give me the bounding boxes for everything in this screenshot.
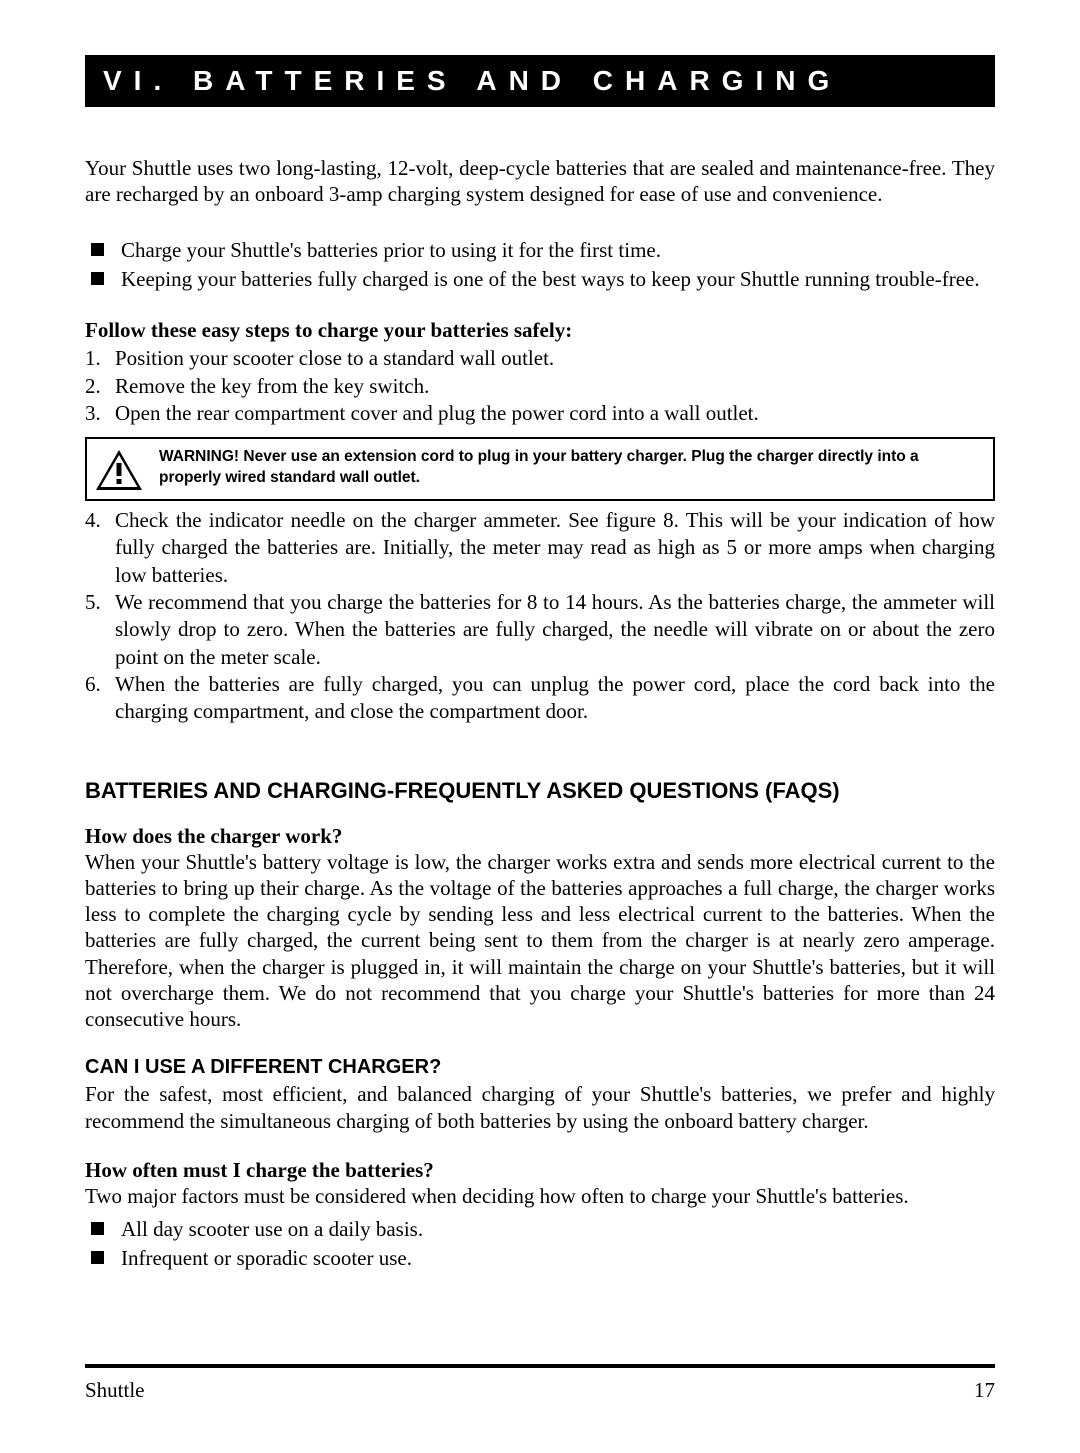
faq-question-2: CAN I USE A DIFFERENT CHARGER? [85, 1056, 995, 1079]
list-item: Keeping your batteries fully charged is … [85, 265, 995, 294]
faq-question-1: How does the charger work? [85, 824, 995, 849]
warning-triangle-icon [95, 449, 143, 491]
bullet-list-2: All day scooter use on a daily basis. In… [85, 1215, 995, 1274]
list-item: Remove the key from the key switch. [85, 373, 995, 400]
list-item: Position your scooter close to a standar… [85, 345, 995, 372]
faq-answer-3: Two major factors must be considered whe… [85, 1183, 995, 1209]
list-item: We recommend that you charge the batteri… [85, 589, 995, 671]
faq-answer-1: When your Shuttle's battery voltage is l… [85, 849, 995, 1033]
faq-header: BATTERIES AND CHARGING-FREQUENTLY ASKED … [85, 778, 995, 804]
steps-intro: Follow these easy steps to charge your b… [85, 318, 995, 343]
list-item: Check the indicator needle on the charge… [85, 507, 995, 589]
footer-rule [85, 1364, 995, 1368]
warning-box: WARNING! Never use an extension cord to … [85, 437, 995, 501]
list-item: When the batteries are fully charged, yo… [85, 671, 995, 726]
warning-text: WARNING! Never use an extension cord to … [159, 447, 981, 489]
footer-left: Shuttle [85, 1378, 145, 1403]
page-footer: Shuttle 17 [85, 1378, 995, 1403]
intro-paragraph: Your Shuttle uses two long-lasting, 12-v… [85, 155, 995, 208]
list-item: All day scooter use on a daily basis. [85, 1215, 995, 1244]
faq-answer-2: For the safest, most efficient, and bala… [85, 1081, 995, 1134]
list-item: Charge your Shuttle's batteries prior to… [85, 236, 995, 265]
list-item: Infrequent or sporadic scooter use. [85, 1244, 995, 1273]
section-header: VI. BATTERIES AND CHARGING [85, 55, 995, 107]
footer-page-number: 17 [974, 1378, 995, 1403]
steps-list-a: Position your scooter close to a standar… [85, 345, 995, 427]
bullet-list-1: Charge your Shuttle's batteries prior to… [85, 236, 995, 295]
list-item: Open the rear compartment cover and plug… [85, 400, 995, 427]
faq-question-3: How often must I charge the batteries? [85, 1158, 995, 1183]
steps-list-b: Check the indicator needle on the charge… [85, 507, 995, 725]
